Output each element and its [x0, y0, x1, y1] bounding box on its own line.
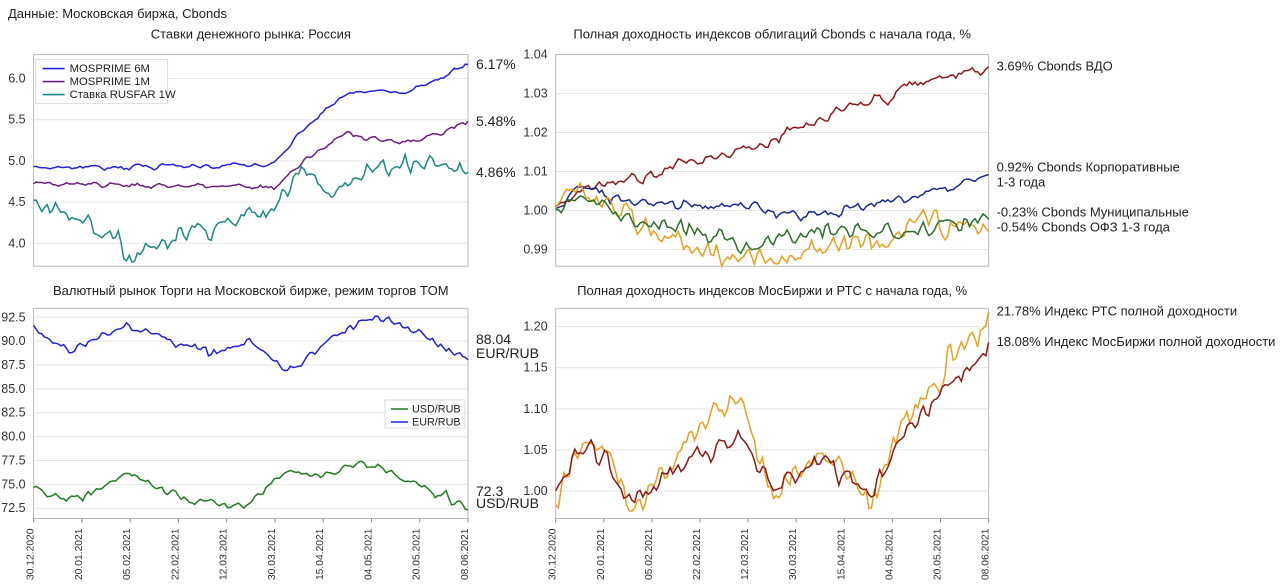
svg-text:Данные: Московская биржа, Cbon: Данные: Московская биржа, Cbonds — [8, 6, 227, 21]
svg-text:30.03.2021: 30.03.2021 — [267, 528, 278, 580]
svg-text:22.02.2021: 22.02.2021 — [692, 528, 703, 580]
svg-text:15.04.2021: 15.04.2021 — [315, 528, 326, 580]
svg-text:1.01: 1.01 — [523, 165, 547, 179]
svg-text:08.06.2021: 08.06.2021 — [460, 528, 471, 580]
svg-text:92.5: 92.5 — [1, 310, 25, 324]
svg-text:18.08% Индекс МосБиржи полной: 18.08% Индекс МосБиржи полной доходности — [997, 334, 1276, 349]
svg-text:4.5: 4.5 — [8, 195, 25, 209]
svg-text:1.10: 1.10 — [523, 402, 547, 416]
svg-text:12.03.2021: 12.03.2021 — [219, 528, 230, 580]
svg-text:Полная доходность индексов обл: Полная доходность индексов облигаций Cbo… — [573, 27, 971, 42]
svg-text:1.02: 1.02 — [523, 126, 547, 140]
svg-text:20.05.2021: 20.05.2021 — [412, 528, 423, 580]
svg-text:87.5: 87.5 — [1, 358, 25, 372]
svg-text:85.0: 85.0 — [1, 382, 25, 396]
svg-text:1.04: 1.04 — [523, 48, 547, 62]
svg-text:15.04.2021: 15.04.2021 — [836, 528, 847, 580]
svg-text:5.5: 5.5 — [8, 113, 25, 127]
svg-text:0.92% Cbonds Корпоративные: 0.92% Cbonds Корпоративные — [997, 160, 1180, 175]
svg-text:1.15: 1.15 — [523, 361, 547, 375]
svg-text:05.02.2021: 05.02.2021 — [122, 528, 133, 580]
svg-text:1.05: 1.05 — [523, 443, 547, 457]
svg-text:5.0: 5.0 — [8, 154, 25, 168]
svg-text:6.0: 6.0 — [8, 72, 25, 86]
svg-text:22.02.2021: 22.02.2021 — [170, 528, 181, 580]
svg-text:75.0: 75.0 — [1, 477, 25, 491]
svg-text:82.5: 82.5 — [1, 406, 25, 420]
svg-text:20.01.2021: 20.01.2021 — [74, 528, 85, 580]
svg-text:Валютный рынок Торги на Москов: Валютный рынок Торги на Московской бирже… — [53, 283, 449, 298]
svg-text:04.05.2021: 04.05.2021 — [884, 528, 895, 580]
svg-text:12.03.2021: 12.03.2021 — [740, 528, 751, 580]
svg-text:MOSPRIME 1M: MOSPRIME 1M — [70, 76, 150, 88]
svg-text:EUR/RUB: EUR/RUB — [412, 417, 461, 429]
svg-text:30.03.2021: 30.03.2021 — [788, 528, 799, 580]
svg-text:90.0: 90.0 — [1, 334, 25, 348]
svg-text:-0.23% Cbonds Муниципальные: -0.23% Cbonds Муниципальные — [997, 205, 1189, 220]
svg-text:72.5: 72.5 — [1, 501, 25, 515]
svg-text:4.0: 4.0 — [8, 236, 25, 250]
svg-text:Полная доходность индексов Мос: Полная доходность индексов МосБиржи и РТ… — [577, 283, 968, 298]
svg-text:1.00: 1.00 — [523, 484, 547, 498]
svg-text:3.69% Cbonds ВДО: 3.69% Cbonds ВДО — [997, 59, 1113, 74]
svg-text:6.17%: 6.17% — [476, 56, 516, 72]
svg-text:4.86%: 4.86% — [476, 164, 516, 180]
svg-text:20.01.2021: 20.01.2021 — [596, 528, 607, 580]
svg-text:80.0: 80.0 — [1, 430, 25, 444]
svg-text:-0.54% Cbonds ОФЗ 1-3 года: -0.54% Cbonds ОФЗ 1-3 года — [997, 220, 1171, 235]
svg-text:1-3 года: 1-3 года — [997, 175, 1046, 190]
svg-text:30.12.2020: 30.12.2020 — [26, 528, 37, 580]
svg-text:1.03: 1.03 — [523, 87, 547, 101]
svg-text:1.20: 1.20 — [523, 320, 547, 334]
svg-text:USD/RUB: USD/RUB — [412, 404, 461, 416]
svg-text:04.05.2021: 04.05.2021 — [363, 528, 374, 580]
svg-text:20.05.2021: 20.05.2021 — [933, 528, 944, 580]
svg-text:05.02.2021: 05.02.2021 — [644, 528, 655, 580]
svg-text:77.5: 77.5 — [1, 453, 25, 467]
svg-text:Ставка RUSFAR 1W: Ставка RUSFAR 1W — [70, 89, 176, 101]
svg-text:5.48%: 5.48% — [476, 113, 516, 129]
svg-text:MOSPRIME 6M: MOSPRIME 6M — [70, 63, 150, 75]
svg-text:Ставки денежного рынка: Россия: Ставки денежного рынка: Россия — [151, 27, 351, 42]
svg-text:0.99: 0.99 — [523, 242, 547, 256]
svg-text:30.12.2020: 30.12.2020 — [548, 528, 559, 580]
svg-text:1.00: 1.00 — [523, 203, 547, 217]
svg-text:EUR/RUB: EUR/RUB — [476, 345, 539, 361]
svg-text:08.06.2021: 08.06.2021 — [981, 528, 992, 580]
svg-text:21.78% Индекс РТС полной доход: 21.78% Индекс РТС полной доходности — [997, 304, 1238, 319]
